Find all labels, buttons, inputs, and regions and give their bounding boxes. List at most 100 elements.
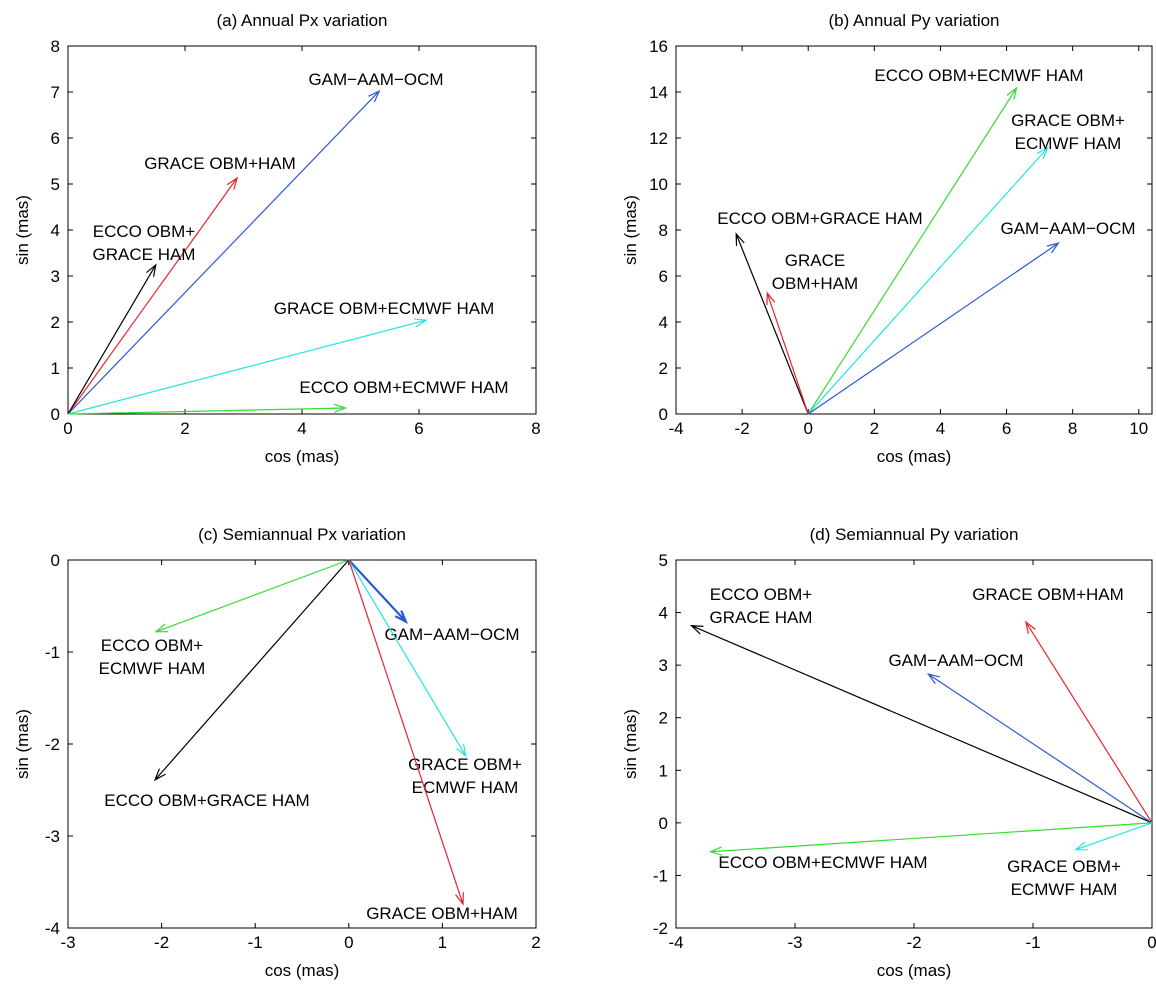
vector-arrow <box>807 86 1018 415</box>
subplot-title: (c) Semiannual Px variation <box>198 525 406 544</box>
y-tick-label: 14 <box>649 83 668 102</box>
x-axis-label: cos (mas) <box>265 961 340 980</box>
vector-label: ECCO OBM+ECMWF HAM <box>874 66 1083 85</box>
x-tick-label: 8 <box>531 419 540 438</box>
vector-arrow <box>348 559 464 906</box>
y-tick-label: 6 <box>51 129 60 148</box>
vector-label: ECCO OBM+ <box>710 585 813 604</box>
vector-label: ECCO OBM+ <box>101 636 204 655</box>
vector-arrow <box>153 559 350 782</box>
y-tick-label: 0 <box>659 405 668 424</box>
vector-label: ECCO OBM+ECMWF HAM <box>718 853 927 872</box>
y-tick-label: -1 <box>653 866 668 885</box>
vector-arrow <box>689 625 1153 824</box>
vector-arrow <box>766 291 809 415</box>
vector-arrow <box>347 559 409 624</box>
x-tick-label: 2 <box>180 419 189 438</box>
vector-arrow <box>1024 620 1153 824</box>
x-tick-label: 2 <box>870 419 879 438</box>
y-tick-label: -2 <box>45 735 60 754</box>
vector-arrow <box>67 89 381 415</box>
y-tick-label: 16 <box>649 37 668 56</box>
y-tick-label: 0 <box>51 405 60 424</box>
vector-label: GRACE OBM+HAM <box>972 585 1124 604</box>
y-tick-label: 4 <box>659 313 668 332</box>
x-tick-label: 10 <box>1129 419 1148 438</box>
y-tick-label: -2 <box>653 919 668 938</box>
vector-arrow <box>708 822 1153 856</box>
vector-label: GAM−AAM−OCM <box>308 70 443 89</box>
x-tick-label: 4 <box>936 419 945 438</box>
x-tick-label: -1 <box>1025 933 1040 952</box>
y-tick-label: 8 <box>51 37 60 56</box>
vector-label: GRACE OBM+ <box>408 755 522 774</box>
subplot-title: (d) Semiannual Py variation <box>810 525 1019 544</box>
vector-label: ECMWF HAM <box>412 778 519 797</box>
vector-label: ECCO OBM+GRACE HAM <box>104 791 309 810</box>
y-tick-label: 4 <box>659 604 668 623</box>
vector-label: GAM−AAM−OCM <box>384 625 519 644</box>
vector-arrow <box>67 318 428 415</box>
y-tick-label: 6 <box>659 267 668 286</box>
x-tick-label: 0 <box>1147 933 1156 952</box>
vector-arrow <box>1074 822 1153 851</box>
y-axis-label: sin (mas) <box>13 709 32 779</box>
y-tick-label: 12 <box>649 129 668 148</box>
vector-arrow <box>67 176 239 415</box>
x-axis-label: cos (mas) <box>877 961 952 980</box>
y-tick-label: 1 <box>51 359 60 378</box>
x-tick-label: -4 <box>668 419 683 438</box>
y-tick-label: 2 <box>659 709 668 728</box>
x-axis-label: cos (mas) <box>877 447 952 466</box>
vector-arrow <box>67 403 348 415</box>
x-tick-label: -1 <box>248 933 263 952</box>
x-tick-label: -3 <box>787 933 802 952</box>
vector-label: ECMWF HAM <box>99 659 206 678</box>
vector-label: GAM−AAM−OCM <box>888 651 1023 670</box>
x-tick-label: -2 <box>735 419 750 438</box>
vector-label: GRACE HAM <box>710 608 813 627</box>
y-axis-label: sin (mas) <box>13 195 32 265</box>
y-tick-label: 7 <box>51 83 60 102</box>
vector-arrow <box>735 232 809 415</box>
y-tick-label: 2 <box>51 313 60 332</box>
vector-label: ECMWF HAM <box>1011 880 1118 899</box>
vector-label: GRACE OBM+ <box>1011 111 1125 130</box>
y-tick-label: 3 <box>51 267 60 286</box>
y-tick-label: -1 <box>45 643 60 662</box>
subplot-title: (a) Annual Px variation <box>216 11 387 30</box>
vector-arrow <box>154 559 350 633</box>
vector-label: ECMWF HAM <box>1015 134 1122 153</box>
vector-label: ECCO OBM+ECMWF HAM <box>299 378 508 397</box>
y-tick-label: -3 <box>45 827 60 846</box>
y-tick-label: 2 <box>659 359 668 378</box>
x-tick-label: -4 <box>668 933 683 952</box>
y-tick-label: 4 <box>51 221 60 240</box>
vector-label: OBM+HAM <box>772 274 858 293</box>
x-tick-label: 1 <box>438 933 447 952</box>
vector-arrow <box>807 146 1049 415</box>
x-tick-label: 6 <box>414 419 423 438</box>
vector-label: GRACE OBM+ECMWF HAM <box>274 299 495 318</box>
vector-label: GRACE OBM+HAM <box>144 154 296 173</box>
axes-box <box>67 559 537 929</box>
vector-label: ECCO OBM+GRACE HAM <box>717 209 922 228</box>
y-tick-label: 8 <box>659 221 668 240</box>
vector-arrow <box>807 242 1060 415</box>
vector-arrow <box>348 559 467 758</box>
y-tick-label: 10 <box>649 175 668 194</box>
vector-label: GAM−AAM−OCM <box>1000 219 1135 238</box>
vector-arrow <box>67 263 157 415</box>
vector-arrow <box>926 673 1153 824</box>
x-tick-label: 0 <box>63 419 72 438</box>
vector-label: GRACE OBM+HAM <box>366 904 518 923</box>
vector-label: GRACE <box>785 251 845 270</box>
x-tick-label: 2 <box>531 933 540 952</box>
y-tick-label: 5 <box>659 551 668 570</box>
y-tick-label: 1 <box>659 761 668 780</box>
x-tick-label: -2 <box>906 933 921 952</box>
y-tick-label: -4 <box>45 919 60 938</box>
subplot-title: (b) Annual Py variation <box>828 11 999 30</box>
y-axis-label: sin (mas) <box>621 195 640 265</box>
vector-label: GRACE OBM+ <box>1007 857 1121 876</box>
